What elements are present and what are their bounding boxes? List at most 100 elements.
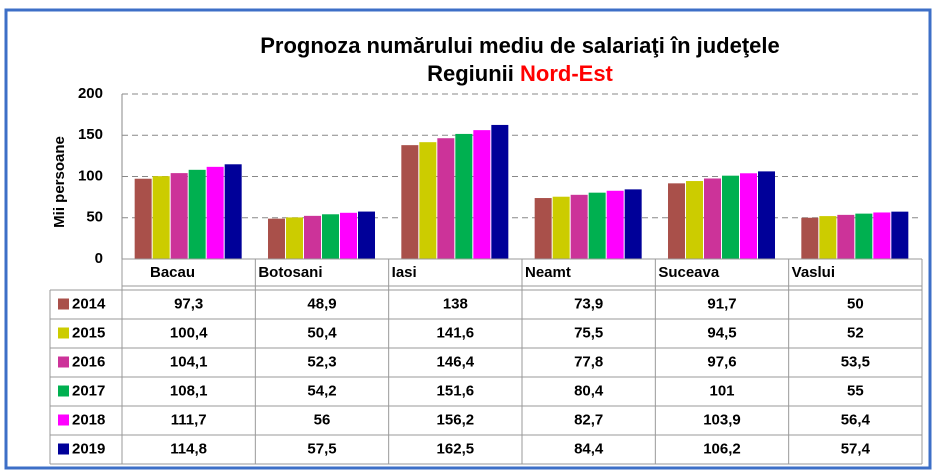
table-value: 94,5: [707, 324, 736, 341]
y-tick-label: 100: [78, 167, 103, 184]
title-text: Regiunii: [427, 61, 514, 86]
table-value: 56: [314, 411, 331, 428]
y-axis-label: Mii persoane: [51, 136, 68, 228]
bar: [624, 189, 642, 259]
table-value: 48,9: [307, 295, 336, 312]
x-tick-label: Iasi: [392, 264, 417, 281]
table-value: 100,4: [170, 324, 208, 341]
table-value: 54,2: [307, 382, 336, 399]
legend-swatch: [58, 385, 69, 397]
bar: [891, 211, 909, 259]
table-value: 146,4: [437, 353, 475, 370]
table-value: 91,7: [707, 295, 736, 312]
legend-label: 2019: [72, 440, 105, 457]
x-tick-label: Suceava: [658, 264, 720, 281]
bar: [401, 145, 419, 259]
table-value: 50: [847, 295, 864, 312]
bar: [340, 212, 357, 259]
table-value: 162,5: [437, 440, 475, 457]
bar: [758, 171, 775, 259]
bar: [819, 216, 837, 259]
table-value: 57,4: [841, 440, 871, 457]
table-value: 84,4: [574, 440, 604, 457]
bar: [686, 181, 703, 259]
bar: [304, 215, 321, 259]
table-value: 101: [709, 382, 734, 399]
x-tick-label: Bacau: [150, 264, 195, 281]
bar: [170, 173, 188, 259]
table-value: 106,2: [703, 440, 741, 457]
bar: [134, 178, 152, 259]
legend-swatch: [58, 443, 69, 455]
legend-label: 2016: [72, 353, 105, 370]
bar: [704, 178, 721, 259]
table-value: 108,1: [170, 382, 208, 399]
table-value: 141,6: [437, 324, 475, 341]
bar: [837, 214, 855, 259]
bar: [722, 175, 739, 259]
bar: [534, 198, 552, 259]
table-value: 56,4: [841, 411, 871, 428]
table-value: 82,7: [574, 411, 603, 428]
y-tick-label: 150: [78, 126, 103, 143]
legend-swatch: [58, 327, 69, 339]
bar: [206, 166, 224, 259]
bar: [437, 138, 455, 259]
y-tick-label: 0: [95, 250, 103, 267]
y-tick-label: 200: [78, 85, 103, 102]
table-value: 156,2: [437, 411, 475, 428]
y-tick-label: 50: [86, 209, 103, 226]
x-tick-label: Vaslui: [792, 264, 835, 281]
legend-label: 2015: [72, 324, 105, 341]
table-value: 75,5: [574, 324, 603, 341]
table-value: 97,6: [707, 353, 736, 370]
bar: [224, 164, 242, 259]
table-value: 73,9: [574, 295, 603, 312]
bar: [473, 130, 491, 259]
table-value: 53,5: [841, 353, 870, 370]
bar: [268, 218, 285, 259]
table-value: 52,3: [307, 353, 336, 370]
legend-swatch: [58, 356, 69, 368]
table-value: 111,7: [171, 411, 207, 428]
table-value: 80,4: [574, 382, 604, 399]
bar: [740, 173, 757, 259]
x-tick-label: Botosani: [258, 264, 322, 281]
table-value: 114,8: [170, 440, 207, 457]
table-value: 55: [847, 382, 864, 399]
chart-title: Prognoza numărului mediu de salariaţi în…: [260, 33, 780, 58]
title-highlight: Nord-Est: [520, 61, 614, 86]
bar: [873, 212, 891, 259]
bar: [188, 169, 206, 259]
chart-title-line2: Regiunii Nord-Est: [427, 61, 613, 86]
table-value: 77,8: [574, 353, 603, 370]
table-value: 57,5: [307, 440, 336, 457]
table-value: 138: [443, 295, 468, 312]
table-value: 104,1: [170, 353, 208, 370]
table-value: 52: [847, 324, 864, 341]
bar: [322, 214, 339, 259]
bar: [419, 142, 437, 259]
table-value: 97,3: [174, 295, 203, 312]
bar: [152, 176, 170, 259]
bar: [606, 190, 624, 259]
bar: [570, 194, 588, 259]
bar: [455, 133, 473, 259]
legend-label: 2018: [72, 411, 105, 428]
legend-swatch: [58, 414, 69, 426]
table-value: 50,4: [307, 324, 337, 341]
bar: [588, 192, 606, 259]
bar: [358, 211, 375, 259]
bar: [286, 217, 303, 259]
table-value: 103,9: [703, 411, 741, 428]
legend-label: 2014: [72, 295, 106, 312]
bar: [552, 196, 570, 259]
bar: [668, 183, 685, 259]
table-value: 151,6: [437, 382, 475, 399]
bar: [801, 217, 819, 259]
bar: [855, 213, 873, 259]
legend-label: 2017: [72, 382, 105, 399]
bar: [491, 124, 509, 259]
legend-swatch: [58, 298, 69, 310]
